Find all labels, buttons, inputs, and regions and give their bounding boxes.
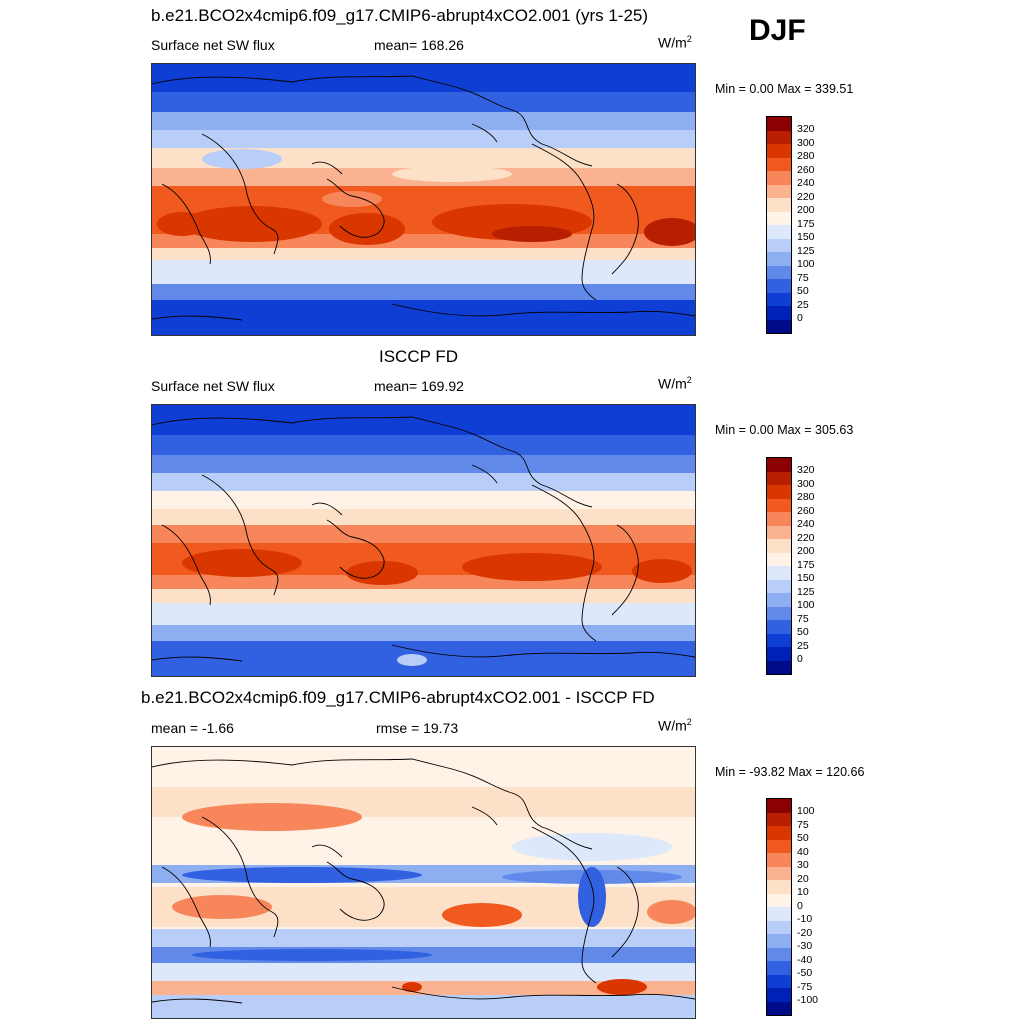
colorbar-label: 320 [797, 464, 815, 476]
colorbar-label: 75 [797, 612, 809, 625]
panel3-title: b.e21.BCO2x4cmip6.f09_g17.CMIP6-abrupt4x… [141, 688, 655, 707]
colorbar-label: -40 [797, 953, 813, 966]
colorbar-label: 100 [797, 258, 815, 270]
colorbar-label: -50 [797, 967, 813, 979]
panel1-colorbar: 320 300 280 260 240 220 200 175 150 125 … [766, 116, 815, 334]
panel2-mean-label: mean= 169.92 [374, 378, 464, 394]
colorbar-label: 220 [797, 531, 815, 544]
colorbar-label: 0 [797, 312, 803, 324]
colorbar-label: 280 [797, 491, 815, 503]
panel1-units: W/m2 [658, 34, 692, 51]
colorbar-label: 260 [797, 504, 815, 517]
colorbar-label: 240 [797, 177, 815, 189]
colorbar-label: 150 [797, 231, 815, 243]
colorbar-label: 10 [797, 886, 809, 898]
colorbar-label: 50 [797, 285, 809, 297]
colorbar-label: -30 [797, 940, 813, 952]
colorbar-label: 300 [797, 477, 815, 490]
colorbar-label: -100 [797, 994, 819, 1006]
colorbar-label: 150 [797, 572, 815, 584]
colorbar-label: 320 [797, 123, 815, 135]
colorbar-label: -20 [797, 926, 813, 939]
panel2-variable-label: Surface net SW flux [151, 378, 275, 394]
colorbar-label: 100 [797, 805, 815, 817]
panel3-units: W/m2 [658, 717, 692, 734]
panel1-map [151, 63, 696, 336]
colorbar-label: 200 [797, 545, 815, 557]
panel3-map-svg [152, 747, 695, 1018]
panel1-variable-label: Surface net SW flux [151, 37, 275, 53]
season-label: DJF [749, 14, 806, 47]
panel2-units: W/m2 [658, 375, 692, 392]
panel1-minmax: Min = 0.00 Max = 339.51 [715, 82, 854, 96]
panel3-map [151, 746, 696, 1019]
colorbar-label: 30 [797, 859, 809, 871]
panel1-title: b.e21.BCO2x4cmip6.f09_g17.CMIP6-abrupt4x… [151, 6, 649, 25]
panel2-map-svg [152, 405, 695, 676]
colorbar-label: 50 [797, 626, 809, 638]
panel3-rmse-label: rmse = 19.73 [376, 720, 459, 736]
colorbar-label: 125 [797, 244, 815, 257]
panel2-minmax: Min = 0.00 Max = 305.63 [715, 423, 854, 437]
colorbar-label: 25 [797, 298, 809, 311]
colorbar-label: 175 [797, 217, 815, 230]
panel3-minmax: Min = -93.82 Max = 120.66 [715, 765, 865, 779]
panel2-title: ISCCP FD [379, 347, 459, 366]
colorbar-label: 100 [797, 599, 815, 611]
panel2-colorbar: 320 300 280 260 240 220 200 175 150 125 … [766, 457, 815, 675]
colorbar-label: 220 [797, 190, 815, 203]
colorbar-label: 175 [797, 558, 815, 571]
panel2-map [151, 404, 696, 677]
colorbar-label: 40 [797, 845, 809, 858]
panel1-map-svg [152, 64, 695, 335]
colorbar-label: 50 [797, 832, 809, 844]
colorbar-label: 125 [797, 585, 815, 598]
colorbar-label: 25 [797, 639, 809, 652]
colorbar-label: 75 [797, 271, 809, 284]
colorbar-label: 0 [797, 899, 803, 912]
colorbar-label: -75 [797, 980, 813, 993]
panel3-mean-label: mean = -1.66 [151, 720, 234, 736]
panel1-mean-label: mean= 168.26 [374, 37, 464, 53]
colorbar-label: 0 [797, 653, 803, 665]
colorbar-label: 75 [797, 818, 809, 831]
colorbar-label: 240 [797, 518, 815, 530]
colorbar-label: -10 [797, 913, 813, 925]
colorbar-label: 260 [797, 163, 815, 176]
panel3-colorbar: 100 75 50 40 30 20 10 0 -10 -20 -30 -40 … [766, 798, 818, 1016]
colorbar-label: 280 [797, 150, 815, 162]
colorbar-label: 20 [797, 872, 809, 885]
colorbar-label: 200 [797, 204, 815, 216]
colorbar-label: 300 [797, 136, 815, 149]
